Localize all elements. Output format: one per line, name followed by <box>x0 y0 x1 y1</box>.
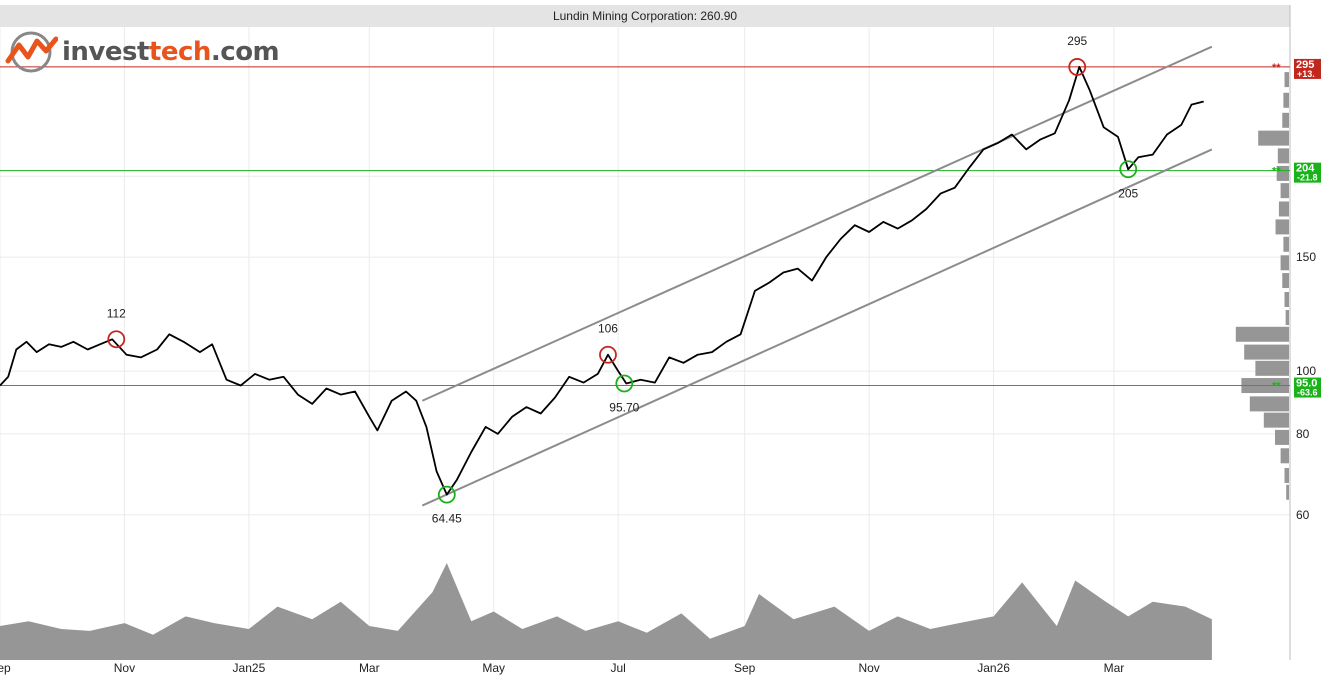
trend-channel <box>421 45 1213 507</box>
horizontal-lines <box>0 66 1290 387</box>
resistance-tag-pct: +13. <box>1297 69 1315 79</box>
grid-lines <box>0 5 1291 660</box>
logo-brand-left: invest <box>62 37 149 67</box>
support-tag-pct: -21.8 <box>1297 173 1318 183</box>
top-label: 106 <box>598 322 618 336</box>
bottom-marker <box>1119 160 1138 179</box>
channel-upper-line <box>421 45 1213 402</box>
volume-profile-bar <box>1263 412 1289 428</box>
support-tag-value: 204 <box>1296 163 1315 175</box>
volume-profile-bar <box>1275 429 1289 445</box>
volume-profile-bar <box>1255 360 1289 376</box>
level-marker: ** <box>1272 62 1281 74</box>
x-tick-label: Jul <box>611 661 626 675</box>
top-marker <box>599 345 617 364</box>
x-tick-label: Sep <box>0 661 11 675</box>
volume-profile-bar <box>1284 72 1289 88</box>
volume-profile-bar <box>1280 255 1289 271</box>
x-tick-label: Mar <box>1104 661 1125 675</box>
volume-profile-bar <box>1276 165 1289 181</box>
level-marker: ** <box>1272 166 1281 178</box>
bottom-label: 95.70 <box>609 400 639 414</box>
x-tick-label: Jan26 <box>977 661 1010 675</box>
y-tick-label: 100 <box>1296 364 1316 378</box>
y-axis: 6080100150200 <box>1296 169 1316 522</box>
volume-profile-bar <box>1282 273 1289 289</box>
x-tick-label: Nov <box>114 661 135 675</box>
x-tick-label: Mar <box>359 661 380 675</box>
investtech-logo: investtech.com <box>4 30 280 74</box>
volume-profile-bar <box>1282 112 1289 128</box>
x-tick-label: Nov <box>858 661 879 675</box>
volume-profile-bar <box>1284 467 1289 483</box>
resistance-tag <box>1294 58 1321 79</box>
volume-profile <box>1235 72 1289 500</box>
logo-icon <box>5 31 58 73</box>
level-tags: ** 295+13. ** 204-21.8 ** 95.0-63.6 <box>1272 59 1321 398</box>
bottom-label: 64.45 <box>432 512 462 526</box>
chart-title: Lundin Mining Corporation: 260.90 <box>0 5 1290 27</box>
x-tick-label: Jan25 <box>233 661 266 675</box>
volume-profile-bar <box>1286 484 1289 500</box>
logo-brand-right: tech <box>148 37 211 67</box>
top-label: 112 <box>107 306 126 320</box>
price-series <box>0 66 1204 496</box>
top-label: 295 <box>1067 34 1087 48</box>
price-line <box>0 66 1204 496</box>
support-tag-value: 95.0 <box>1296 378 1317 390</box>
support-tag-pct: -63.6 <box>1297 388 1318 398</box>
volume-profile-bar <box>1275 219 1289 235</box>
volume-profile-bar <box>1249 396 1289 412</box>
volume-area <box>0 563 1212 660</box>
volume-profile-bar <box>1244 344 1289 360</box>
level-marker: ** <box>1272 381 1281 393</box>
volume-profile-bar <box>1258 130 1289 146</box>
y-tick-label: 80 <box>1296 427 1310 441</box>
y-tick-label: 60 <box>1296 508 1310 522</box>
support-tag <box>1294 377 1321 398</box>
x-axis: Sep Nov Jan25 Mar May Jul Sep Nov Jan26 Mar <box>0 661 1124 675</box>
annotations: 112 64.45 106 95.70 295 205 <box>107 34 1139 526</box>
bottom-marker <box>615 374 634 393</box>
volume-profile-bar <box>1280 448 1289 464</box>
volume-area-shape <box>0 563 1212 660</box>
y-tick-label: 150 <box>1296 250 1316 264</box>
bottom-label: 205 <box>1118 186 1138 200</box>
volume-profile-bar <box>1278 201 1289 217</box>
volume-profile-bar <box>1235 326 1289 342</box>
logo-brand-suffix: .com <box>210 37 280 67</box>
top-marker <box>1068 58 1087 76</box>
bottom-marker <box>437 485 456 504</box>
volume-profile-bar <box>1284 292 1289 308</box>
channel-lower-line <box>421 148 1213 507</box>
volume-profile-bar <box>1285 310 1289 326</box>
support-tag <box>1294 162 1321 183</box>
volume-profile-bar <box>1280 183 1289 199</box>
x-tick-label: May <box>482 661 505 675</box>
volume-profile-bar <box>1277 148 1289 164</box>
volume-profile-bar <box>1283 236 1289 252</box>
x-tick-label: Sep <box>734 661 756 675</box>
top-marker <box>107 330 126 349</box>
logo-text: investtech.com <box>62 37 280 67</box>
resistance-tag-value: 295 <box>1296 59 1314 71</box>
volume-profile-bar <box>1283 92 1289 108</box>
